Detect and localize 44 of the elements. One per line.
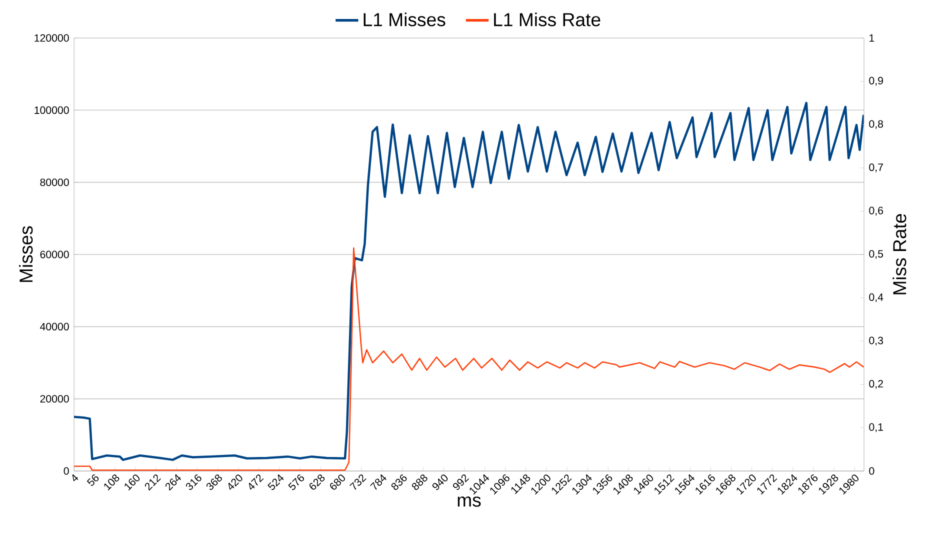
y2-tick-label: 1 — [870, 34, 874, 42]
x-tick-label: 992 — [453, 474, 470, 490]
x-tick-label: 420 — [228, 474, 242, 490]
x-tick-label: 316 — [186, 474, 202, 490]
x-tick-label: 368 — [206, 474, 222, 490]
y-tick-label: 60000 — [40, 250, 69, 258]
y2-tick-label: 0,7 — [869, 164, 883, 172]
y2-tick-label: 0 — [869, 467, 874, 475]
y-tick-label: 40000 — [40, 322, 69, 330]
x-tick-label: 680 — [330, 474, 345, 490]
y2-axis-title: Miss Rate — [892, 214, 906, 294]
y2-tick-label: 0,8 — [869, 120, 884, 129]
x-tick-label: 784 — [370, 474, 386, 490]
y-tick-label: 80000 — [40, 178, 69, 186]
x-tick-label: 836 — [391, 474, 407, 490]
y-tick-label: 20000 — [40, 395, 69, 403]
x-tick-label: 888 — [412, 474, 428, 490]
x-tick-label: 4 — [72, 474, 78, 482]
x-tick-label: 160 — [124, 474, 140, 490]
y2-tick-label: 0,2 — [869, 380, 883, 389]
x-tick-label: 576 — [288, 474, 304, 490]
x-tick-label: 212 — [144, 474, 162, 491]
y-axis-title: Misses — [19, 226, 33, 282]
x-tick-label: 524 — [268, 474, 284, 490]
x-tick-label: 472 — [248, 474, 264, 490]
y2-tick-label: 0,9 — [869, 76, 883, 86]
y2-tick-label: 0,6 — [869, 206, 884, 216]
y-tick-label: 0 — [64, 467, 69, 475]
x-tick-label: 940 — [432, 474, 448, 490]
y2-tick-label: 0,1 — [869, 423, 883, 432]
x-tick-label: 108 — [104, 474, 120, 490]
legend-label: L1 Misses — [364, 12, 446, 26]
y-tick-label: 120000 — [34, 34, 69, 42]
y2-tick-label: 0,5 — [869, 250, 884, 259]
y-tick-label: 100000 — [34, 106, 69, 114]
y2-tick-label: 0,4 — [869, 293, 884, 302]
x-tick-label: 56 — [86, 474, 99, 486]
x-tick-label: 264 — [165, 474, 181, 491]
x-tick-label: 732 — [349, 474, 366, 490]
line-series — [74, 102, 864, 461]
y2-tick-label: 0,3 — [869, 336, 884, 346]
legend-label: L1 Miss Rate — [494, 12, 600, 26]
x-tick-label: 628 — [309, 474, 325, 490]
x-axis-title: ms — [458, 496, 481, 507]
